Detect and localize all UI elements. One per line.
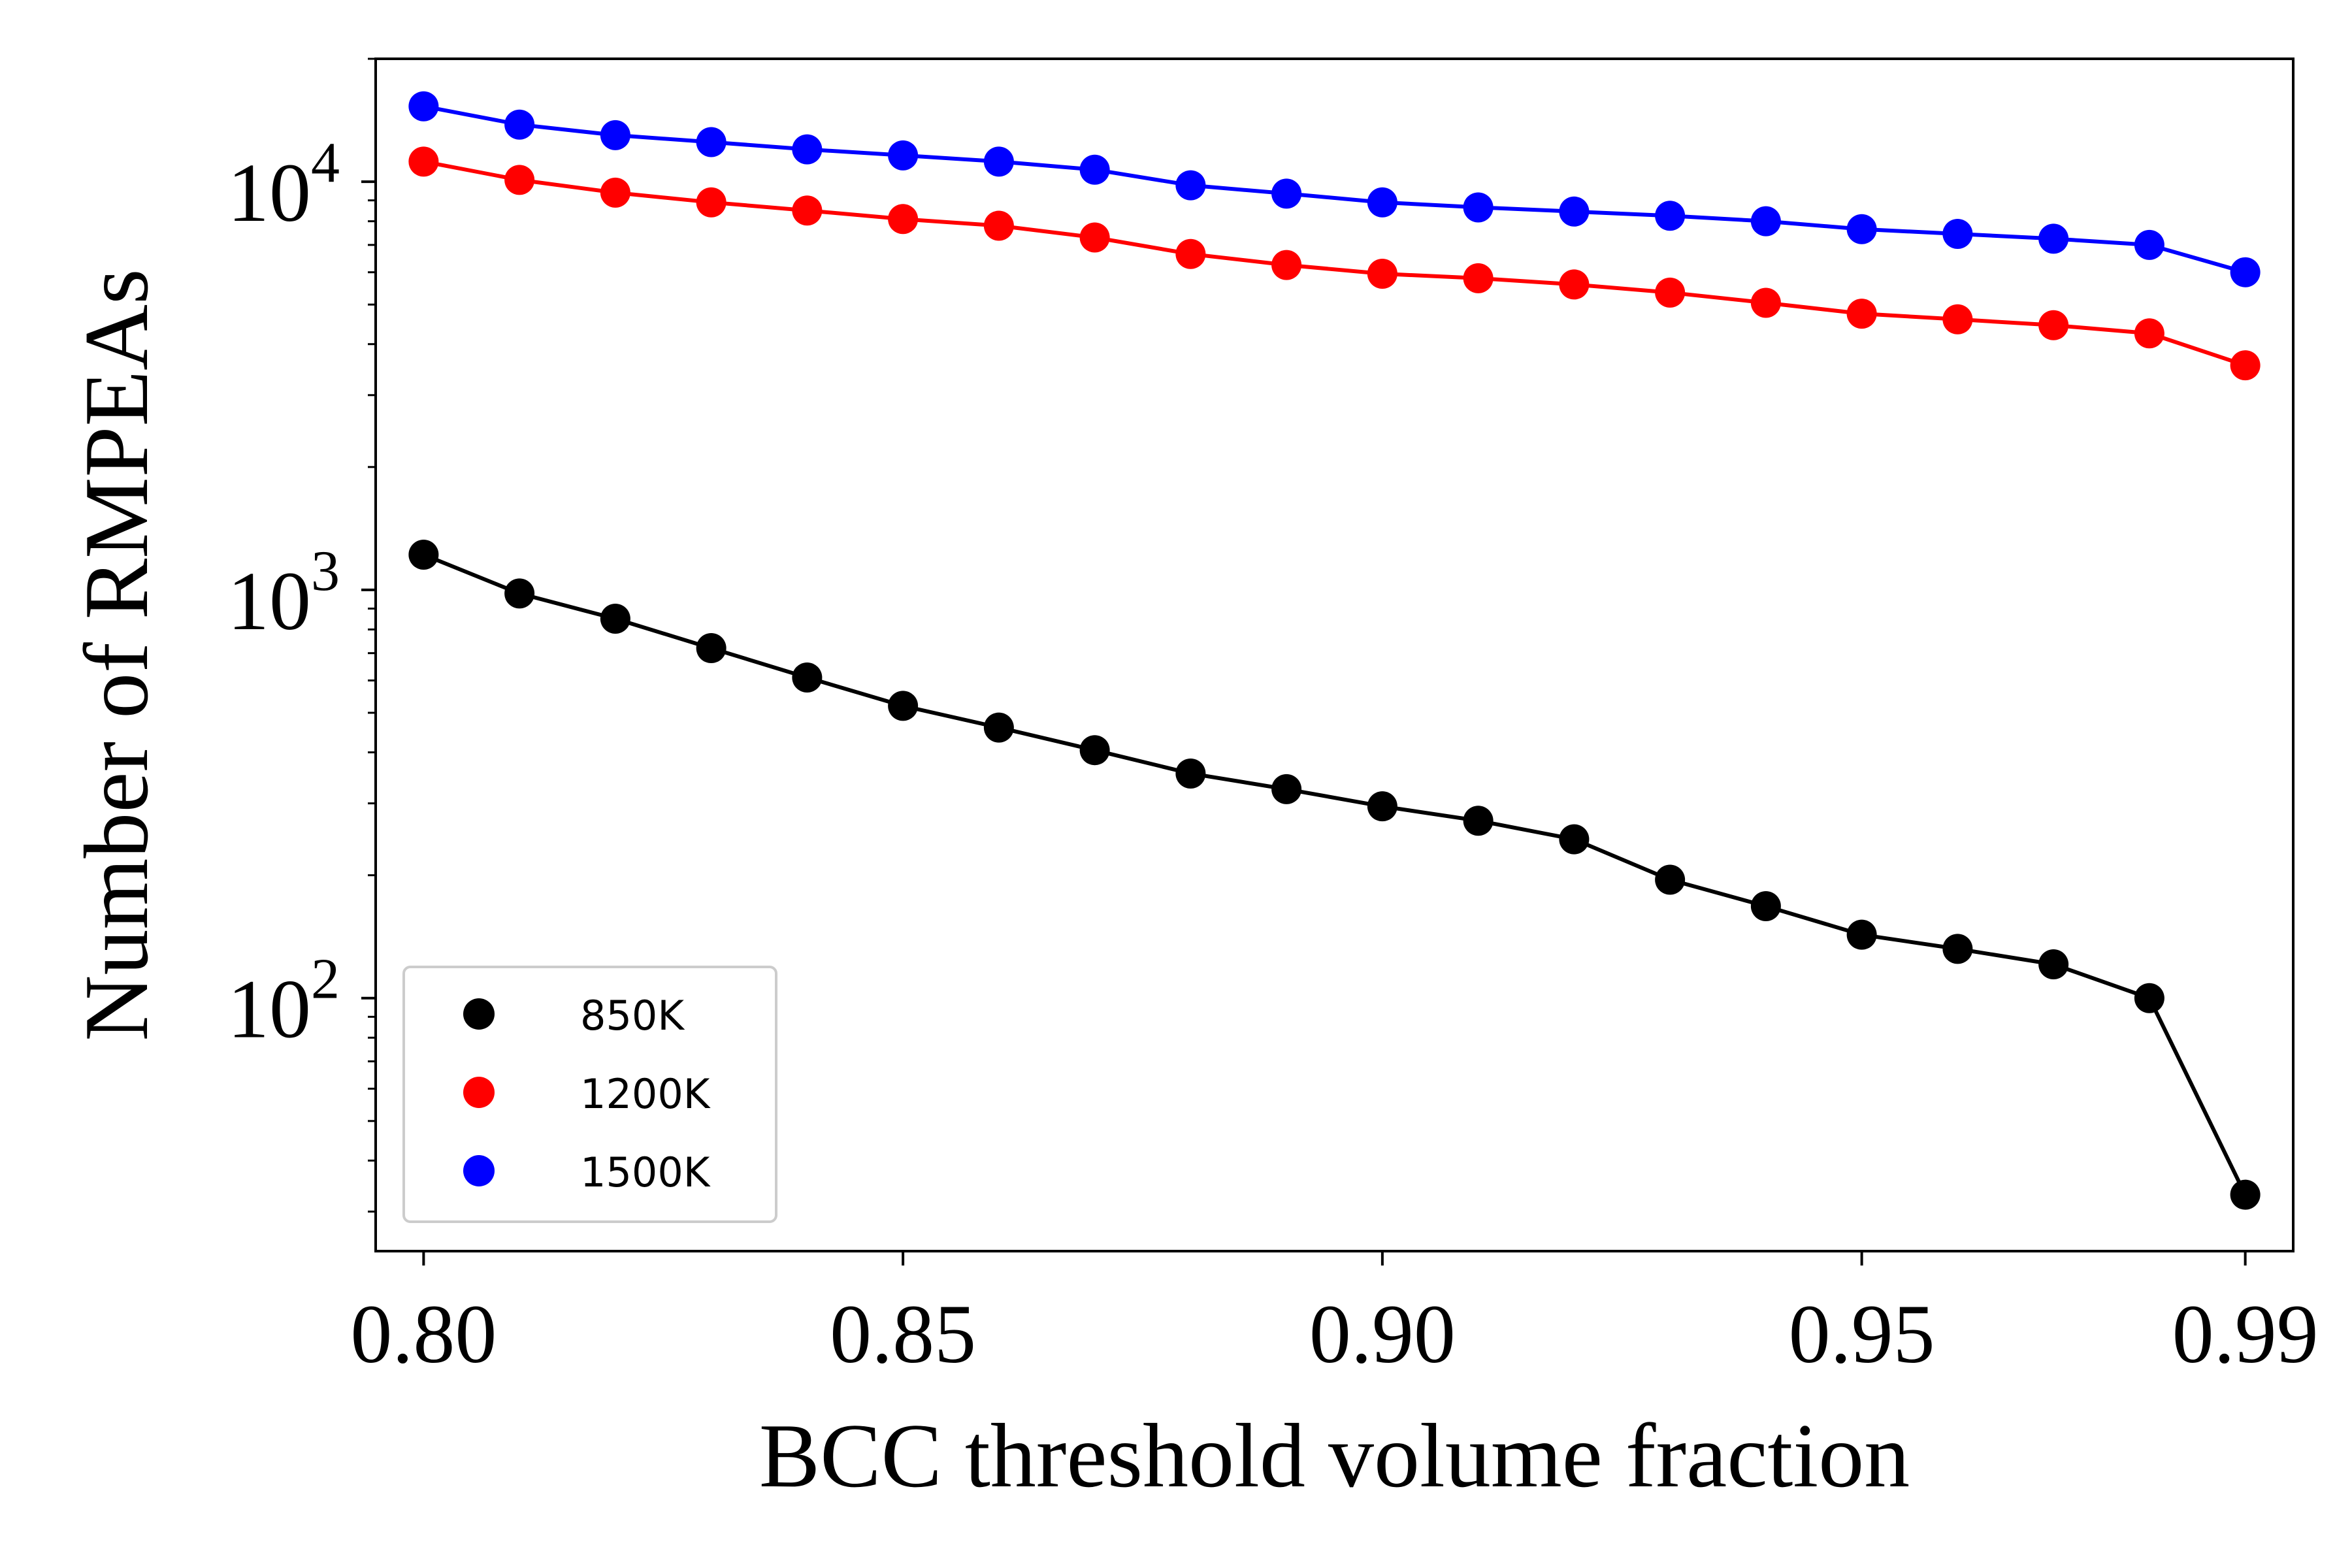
x-tick-label: 0.80 [350,1288,497,1380]
data-point-1200K [1271,250,1302,280]
data-point-1200K [2038,310,2069,340]
data-point-1500K [1271,178,1302,209]
series-line-1500K [423,104,2246,274]
data-point-1500K [1463,192,1494,223]
data-point-1200K [1750,287,1781,318]
data-point-1500K [1846,214,1877,244]
y-tick-base: 10 [227,963,311,1056]
data-point-850K [600,604,630,634]
legend-marker-1200K [463,1077,495,1108]
data-point-1200K [408,146,439,177]
x-axis-title: BCC threshold volume fraction [759,1405,1910,1507]
data-point-850K [1463,806,1494,836]
data-point-1500K [2134,229,2164,260]
y-tick-label: 103 [227,540,340,647]
data-point-850K [1655,864,1686,895]
series-line-850K [423,553,2247,1196]
y-tick-exponent: 4 [311,131,340,195]
y-tick-base: 10 [227,555,311,647]
data-point-1200K [983,210,1014,241]
data-point-1200K [1367,258,1397,289]
data-point-1500K [1367,187,1397,218]
data-point-850K [696,633,727,664]
series-layer [408,91,2261,1210]
data-point-1200K [1559,269,1590,300]
data-point-1200K [2134,318,2164,349]
legend-label: 1200K [580,1070,711,1118]
data-point-1500K [1079,154,1110,185]
y-tick-base: 10 [227,146,311,239]
data-point-850K [1846,919,1877,950]
data-point-850K [1750,890,1781,921]
legend-label: 850K [580,992,685,1039]
data-point-1500K [696,127,727,157]
data-point-1500K [1942,218,1973,249]
data-point-1500K [408,91,439,122]
data-point-1200K [1846,299,1877,329]
x-tick-label: 0.90 [1309,1288,1456,1380]
data-point-1500K [1175,170,1206,201]
data-point-1200K [1175,238,1206,269]
data-point-1200K [888,204,919,235]
data-point-1500K [1750,206,1781,237]
data-point-1200K [1463,263,1494,293]
legend-label: 1500K [580,1149,711,1196]
legend-box [402,966,777,1223]
data-point-1200K [1655,277,1686,308]
x-tick-label: 0.99 [2172,1288,2319,1380]
data-point-850K [2038,949,2069,980]
data-point-850K [1271,774,1302,804]
data-point-1200K [1942,304,1973,335]
data-point-850K [2230,1179,2261,1210]
data-point-850K [1367,791,1397,822]
data-point-1500K [504,109,535,140]
data-point-1200K [696,187,727,218]
data-point-850K [888,691,919,721]
y-axis-title: Number of RMPEAs [66,269,167,1041]
y-tick-label: 102 [227,948,340,1056]
data-point-1200K [1079,222,1110,253]
legend-marker-1500K [463,1155,495,1186]
data-point-850K [1942,934,1973,964]
x-tick-label: 0.95 [1789,1288,1935,1380]
plot-frame [374,57,2295,1252]
y-tick-exponent: 3 [311,540,340,603]
data-point-850K [792,662,823,693]
x-tick-label: 0.85 [830,1288,976,1380]
data-point-850K [1079,735,1110,766]
data-point-850K [1559,824,1590,855]
data-point-850K [504,578,535,609]
data-point-1500K [2038,223,2069,254]
data-point-1500K [2230,257,2261,287]
data-point-850K [983,712,1014,743]
legend-marker-850K [463,998,495,1030]
y-tick-exponent: 2 [311,948,340,1011]
data-point-850K [408,539,439,570]
legend: 850K 1200K 1500K [402,966,777,1223]
data-point-1200K [792,195,823,226]
data-point-1500K [1559,196,1590,227]
data-point-850K [2134,983,2164,1013]
data-point-1200K [600,177,630,208]
data-point-1200K [504,165,535,195]
data-point-1200K [2230,350,2261,381]
data-point-1500K [983,146,1014,177]
y-tick-label: 104 [227,131,340,239]
data-point-1500K [792,134,823,165]
data-point-1500K [600,120,630,150]
data-point-1500K [1655,201,1686,231]
data-point-1500K [888,140,919,171]
data-point-850K [1175,758,1206,789]
series-line-1200K [423,159,2246,367]
